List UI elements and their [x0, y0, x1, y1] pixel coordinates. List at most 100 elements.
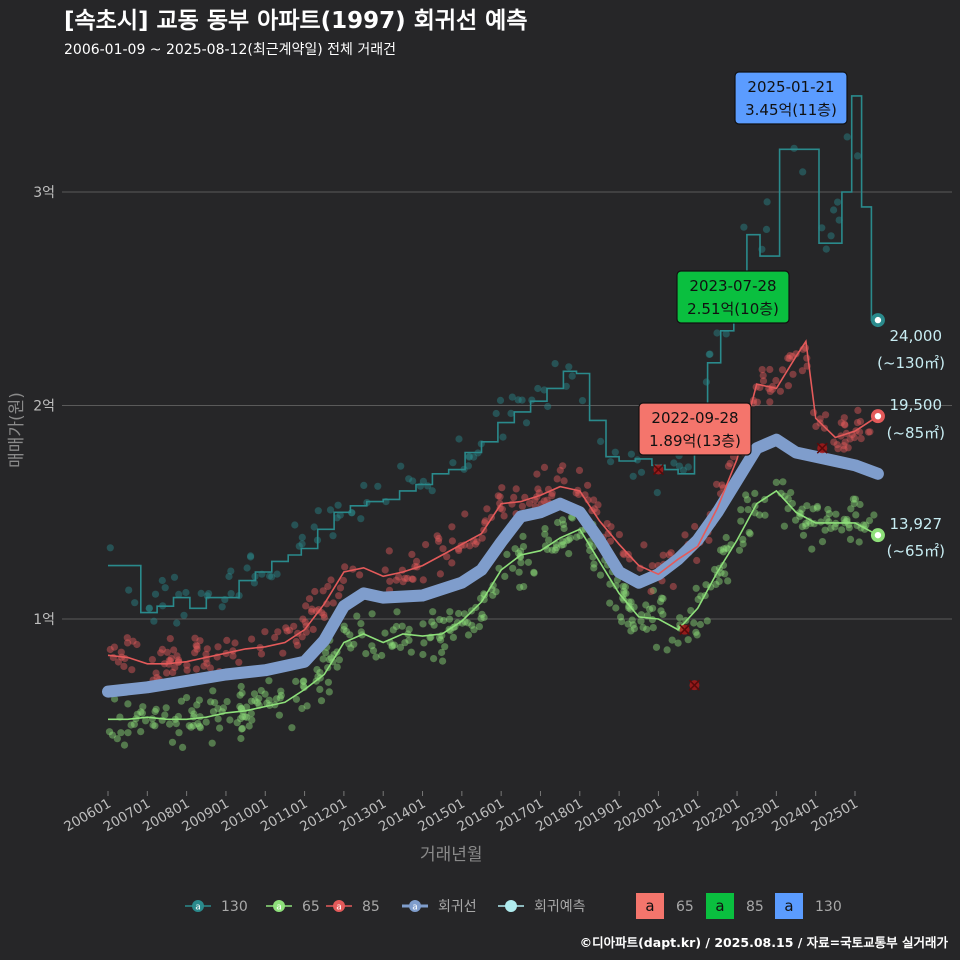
scatter-point-85	[274, 628, 282, 636]
legend-box-item: a 85	[706, 893, 764, 919]
scatter-point-65	[196, 722, 204, 730]
scatter-point-130	[329, 532, 337, 540]
scatter-point-85	[385, 547, 393, 555]
scatter-point-65	[798, 523, 807, 531]
scatter-point-85	[152, 669, 160, 677]
scatter-point-65	[193, 701, 201, 709]
scatter-point-130	[416, 482, 424, 490]
scatter-point-65	[802, 519, 810, 528]
scatter-point-130	[266, 572, 274, 580]
scatter-point-85	[392, 576, 400, 584]
scatter-point-65	[739, 540, 747, 548]
scatter-point-65	[236, 702, 244, 711]
scatter-point-65	[744, 506, 752, 514]
scatter-point-65	[138, 709, 146, 717]
scatter-point-85	[693, 556, 701, 565]
scatter-point-65	[430, 621, 438, 629]
scatter-point-85	[789, 370, 797, 378]
legend-box	[775, 893, 803, 919]
scatter-point-65	[737, 517, 745, 525]
legend-box	[636, 893, 664, 919]
scatter-point-65	[250, 690, 259, 698]
legend-item: a 130	[185, 899, 248, 915]
scatter-point-65	[127, 721, 135, 729]
scatter-point-65	[313, 666, 321, 674]
scatter-point-65	[245, 722, 253, 730]
scatter-point-65	[319, 655, 327, 663]
scatter-point-130	[227, 567, 235, 575]
scatter-point-85	[302, 602, 310, 610]
scatter-point-65	[554, 518, 562, 527]
scatter-point-85	[461, 510, 469, 518]
scatter-point-65	[392, 622, 400, 631]
scatter-point-65	[470, 626, 478, 634]
scatter-point-65	[325, 655, 333, 664]
scatter-point-65	[161, 711, 169, 719]
scatter-point-65	[190, 710, 198, 718]
scatter-point-130	[597, 437, 605, 445]
scatter-point-65	[185, 722, 193, 730]
end-label-130: 24,000 (~130㎡)	[877, 327, 945, 372]
scatter-point-85	[559, 462, 567, 470]
scatter-point-65	[684, 636, 692, 644]
scatter-point-65	[656, 598, 665, 606]
scatter-point-65	[519, 532, 527, 541]
scatter-point-85	[753, 398, 762, 406]
legend-box	[706, 893, 734, 919]
scatter-point-130	[273, 570, 281, 578]
scatter-point-85	[560, 477, 568, 485]
scatter-point-65	[378, 651, 386, 660]
scatter-point-65	[516, 583, 524, 591]
scatter-point-130	[173, 619, 181, 627]
scatter-point-65	[687, 607, 695, 615]
scatter-point-130	[247, 553, 255, 561]
scatter-point-85	[148, 656, 156, 664]
scatter-point-85	[169, 668, 177, 677]
scatter-point-85	[607, 523, 615, 531]
scatter-point-65	[475, 623, 483, 631]
scatter-point-65	[194, 720, 202, 728]
scatter-point-85	[833, 441, 841, 449]
legend-label: 회귀선	[438, 899, 477, 915]
scatter-point-130	[653, 489, 661, 497]
scatter-point-65	[236, 691, 244, 699]
scatter-point-85	[784, 354, 792, 362]
legend-box-label: 130	[815, 899, 842, 915]
scatter-point-65	[209, 687, 217, 695]
scatter-point-65	[865, 517, 874, 525]
scatter-point-85	[305, 595, 314, 603]
scatter-point-65	[639, 623, 647, 632]
legend-item: 회귀예측	[498, 899, 586, 915]
scatter-point-65	[838, 526, 846, 534]
scatter-point-85	[163, 648, 171, 656]
scatter-point-130	[675, 462, 684, 470]
scatter-point-65	[393, 608, 401, 616]
scatter-point-85	[191, 649, 199, 657]
scatter-point-65	[840, 515, 848, 524]
scatter-point-85	[408, 575, 416, 583]
legend-box-label: 65	[676, 899, 694, 915]
scatter-point-85	[231, 639, 239, 647]
scatter-point-65	[805, 517, 813, 525]
scatter-point-85	[864, 428, 873, 436]
scatter-point-65	[489, 591, 497, 599]
scatter-point-130	[225, 572, 233, 581]
scatter-point-65	[340, 622, 348, 630]
scatter-point-65	[739, 535, 747, 544]
scatter-point-65	[162, 704, 170, 712]
scatter-point-130	[170, 573, 179, 581]
scatter-point-130	[106, 544, 114, 552]
scatter-point-85	[604, 530, 612, 538]
scatter-point-85	[850, 434, 859, 442]
scatter-point-130	[180, 611, 188, 619]
scatter-point-65	[124, 700, 132, 708]
scatter-point-65	[277, 687, 285, 695]
scatter-point-85	[290, 622, 298, 630]
scatter-point-65	[799, 531, 808, 539]
scatter-point-85	[724, 462, 733, 470]
scatter-point-65	[852, 511, 860, 519]
end-label-value: 19,500	[890, 396, 943, 414]
scatter-point-65	[237, 734, 245, 743]
